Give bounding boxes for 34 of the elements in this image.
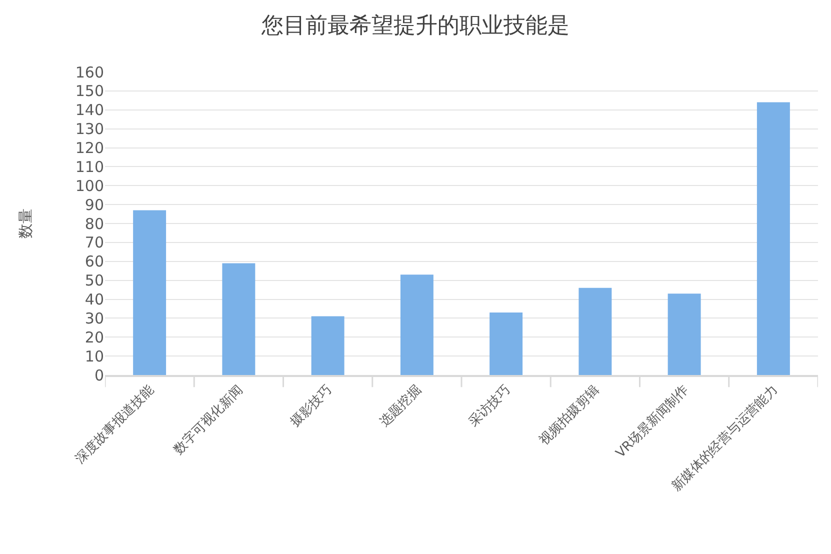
bar — [222, 263, 256, 375]
y-axis-title: 数量 — [16, 208, 35, 238]
bar — [578, 288, 612, 375]
y-tick-label: 90 — [84, 196, 104, 214]
y-tick-label: 100 — [75, 176, 104, 195]
x-tick-label: VR场景新闻制作 — [613, 382, 692, 462]
y-tick-label: 50 — [84, 272, 104, 290]
bar — [400, 274, 434, 375]
bar — [756, 102, 790, 375]
y-tick-label: 150 — [75, 82, 104, 100]
bar — [490, 312, 523, 375]
y-tick-label: 70 — [84, 234, 104, 252]
y-tick-label: 160 — [75, 63, 104, 82]
y-tick-label: 80 — [84, 214, 104, 233]
y-tick-label: 40 — [84, 290, 104, 308]
bar — [668, 294, 701, 375]
chart-title: 您目前最希望提升的职业技能是 — [260, 14, 570, 39]
bar — [133, 210, 166, 375]
y-tick-label: 120 — [75, 139, 104, 157]
y-tick-label: 140 — [75, 101, 104, 120]
y-tick-label: 10 — [84, 347, 104, 366]
y-tick-label: 0 — [94, 366, 104, 384]
bar — [311, 316, 344, 375]
x-tick-label: 深度故事报道技能 — [72, 382, 157, 467]
y-tick-label: 110 — [75, 158, 104, 176]
x-tick-label: 采访技巧 — [465, 382, 514, 430]
y-tick-label: 30 — [84, 309, 104, 328]
x-tick-label: 数字可视化新闻 — [170, 382, 246, 458]
y-tick-label: 60 — [84, 252, 104, 271]
x-tick-label: 选题挖掘 — [376, 382, 424, 430]
y-tick-label: 20 — [84, 328, 104, 346]
y-tick-label: 130 — [75, 120, 104, 138]
x-tick-label: 视频拍摄剪辑 — [536, 382, 603, 448]
x-tick-label: 摄影技巧 — [288, 382, 336, 430]
